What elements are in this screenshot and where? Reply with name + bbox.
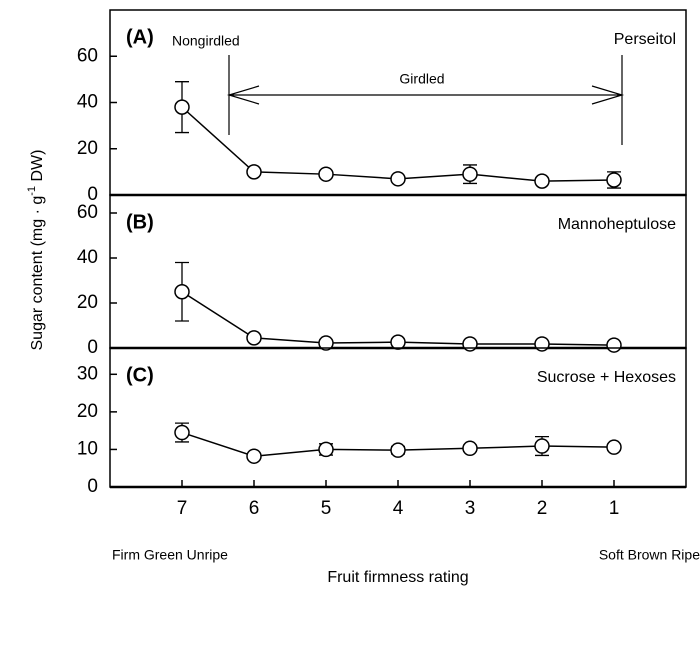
data-point bbox=[390, 171, 406, 187]
data-point bbox=[318, 441, 334, 458]
y-tick-label: 60 bbox=[77, 45, 98, 66]
data-point bbox=[534, 173, 550, 189]
data-point bbox=[606, 172, 622, 188]
data-point bbox=[246, 330, 262, 346]
y-tick-label: 40 bbox=[77, 92, 98, 113]
series-label: Perseitol bbox=[614, 31, 676, 48]
panel-label: (B) bbox=[126, 211, 154, 233]
data-point bbox=[246, 164, 262, 180]
x-tick-label: 1 bbox=[609, 498, 620, 519]
data-point bbox=[174, 424, 190, 441]
x-axis-label: Fruit firmness rating bbox=[327, 569, 468, 586]
data-point bbox=[318, 335, 334, 351]
y-tick-label: 60 bbox=[77, 202, 98, 223]
x-right-note: Soft Brown Ripe bbox=[599, 547, 700, 563]
y-label-text: Sugar content (mg · g bbox=[29, 196, 46, 351]
data-point bbox=[462, 336, 478, 352]
y-tick-label: 0 bbox=[87, 337, 98, 358]
x-tick-label: 6 bbox=[249, 498, 260, 519]
annotation: Girdled bbox=[399, 71, 444, 87]
y-tick-label: 20 bbox=[77, 138, 98, 159]
series-label: Mannoheptulose bbox=[558, 216, 676, 233]
data-point bbox=[462, 440, 478, 457]
annotation: Nongirdled bbox=[172, 33, 240, 49]
y-tick-label: 0 bbox=[87, 184, 98, 205]
data-point bbox=[606, 439, 622, 455]
data-point bbox=[318, 166, 334, 182]
x-tick-label: 4 bbox=[393, 498, 404, 519]
data-point bbox=[534, 336, 550, 352]
data-point bbox=[390, 442, 406, 458]
y-tick-label: 0 bbox=[87, 476, 98, 497]
data-point bbox=[390, 334, 406, 350]
y-tick-label: 20 bbox=[77, 292, 98, 313]
girdled-arrow bbox=[226, 55, 625, 145]
series-label: Sucrose + Hexoses bbox=[537, 369, 676, 386]
x-left-note: Firm Green Unripe bbox=[112, 547, 228, 563]
x-tick-label: 2 bbox=[537, 498, 548, 519]
data-point bbox=[174, 99, 190, 115]
y-axis-label: Sugar content (mg · g-1 DW) bbox=[26, 150, 46, 351]
y-label-sup: -1 bbox=[26, 186, 38, 196]
x-tick-label: 5 bbox=[321, 498, 332, 519]
data-point bbox=[174, 284, 190, 300]
panel-label: (C) bbox=[126, 364, 154, 386]
data-point bbox=[246, 448, 262, 464]
panel-label: (A) bbox=[126, 26, 154, 48]
data-point bbox=[606, 337, 622, 353]
y-tick-label: 40 bbox=[77, 247, 98, 268]
y-tick-label: 30 bbox=[77, 363, 98, 384]
data-point bbox=[534, 438, 550, 454]
data-point bbox=[462, 166, 478, 182]
x-tick-label: 7 bbox=[177, 498, 188, 519]
y-tick-label: 20 bbox=[77, 401, 98, 422]
y-label-text: DW) bbox=[29, 150, 46, 186]
x-tick-label: 3 bbox=[465, 498, 476, 519]
y-tick-label: 10 bbox=[77, 438, 98, 459]
